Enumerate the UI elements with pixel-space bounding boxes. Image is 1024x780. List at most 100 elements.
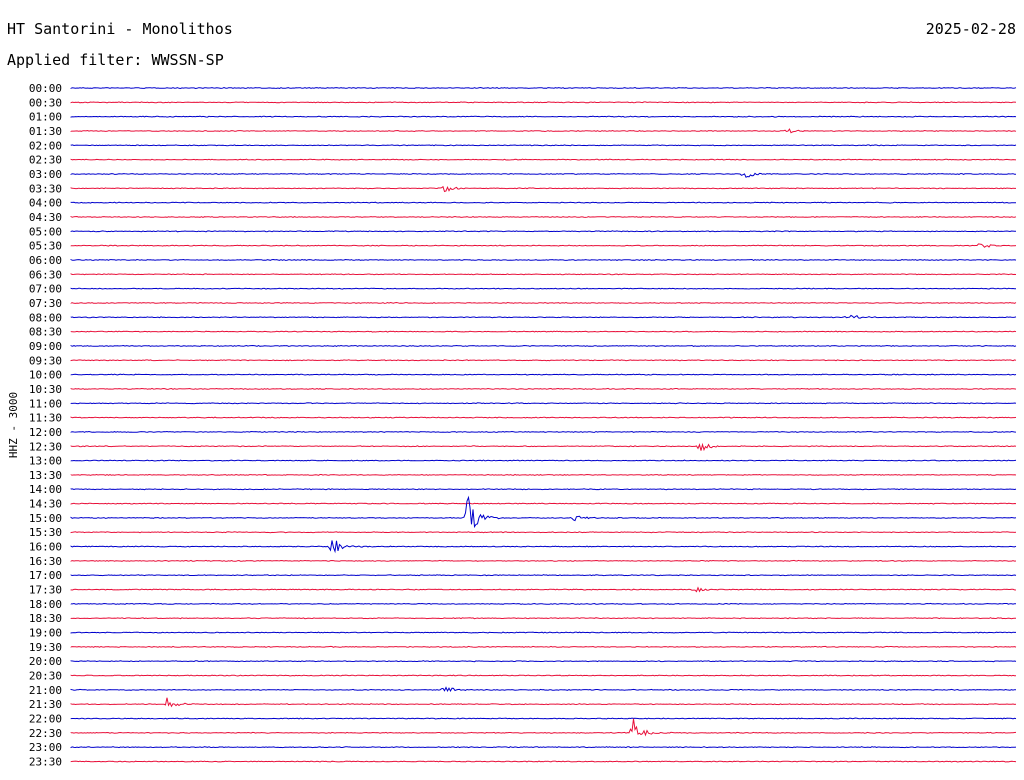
time-label-0330: 03:30 bbox=[29, 182, 62, 195]
time-label-1400: 14:00 bbox=[29, 483, 62, 496]
trace-1930 bbox=[70, 645, 1017, 648]
trace-0600 bbox=[70, 258, 1017, 261]
trace-1130 bbox=[70, 416, 1017, 419]
trace-1200 bbox=[70, 430, 1017, 433]
trace-0830 bbox=[70, 330, 1017, 333]
trace-1830 bbox=[70, 617, 1016, 620]
time-label-2030: 20:30 bbox=[29, 670, 62, 683]
time-label-1500: 15:00 bbox=[29, 512, 62, 525]
time-label-0230: 02:30 bbox=[29, 154, 62, 167]
time-label-0930: 09:30 bbox=[29, 354, 62, 367]
time-label-0030: 00:30 bbox=[29, 96, 62, 109]
trace-0300 bbox=[70, 172, 1016, 178]
time-label-1530: 15:30 bbox=[29, 526, 62, 539]
trace-0930 bbox=[70, 359, 1017, 362]
trace-0130 bbox=[70, 128, 1017, 134]
time-label-0830: 08:30 bbox=[29, 326, 62, 339]
time-label-1430: 14:30 bbox=[29, 498, 62, 511]
trace-1700 bbox=[70, 574, 1017, 577]
trace-1630 bbox=[70, 559, 1017, 562]
time-label-1030: 10:30 bbox=[29, 383, 62, 396]
channel-label: HHZ - 3000 bbox=[7, 392, 20, 458]
trace-2030 bbox=[70, 674, 1017, 677]
trace-1300 bbox=[70, 459, 1017, 462]
trace-1400 bbox=[70, 488, 1017, 491]
trace-0200 bbox=[70, 144, 1017, 147]
trace-0700 bbox=[70, 287, 1017, 290]
time-label-2330: 23:30 bbox=[29, 756, 62, 769]
trace-2130 bbox=[70, 697, 1017, 708]
time-label-1230: 12:30 bbox=[29, 440, 62, 453]
time-label-1830: 18:30 bbox=[29, 612, 62, 625]
time-label-1800: 18:00 bbox=[29, 598, 62, 611]
record-date: 2025-02-28 bbox=[925, 20, 1016, 38]
time-label-0130: 01:30 bbox=[29, 125, 62, 138]
time-label-2000: 20:00 bbox=[29, 655, 62, 668]
time-label-0730: 07:30 bbox=[29, 297, 62, 310]
time-label-2130: 21:30 bbox=[29, 698, 62, 711]
station-title: HT Santorini - Monolithos bbox=[7, 20, 233, 38]
time-label-0700: 07:00 bbox=[29, 283, 62, 296]
time-label-0400: 04:00 bbox=[29, 197, 62, 210]
trace-1900 bbox=[70, 631, 1016, 634]
trace-1500 bbox=[70, 495, 1017, 529]
time-label-0530: 05:30 bbox=[29, 240, 62, 253]
time-label-0000: 00:00 bbox=[29, 82, 62, 95]
time-label-0800: 08:00 bbox=[29, 311, 62, 324]
trace-0500 bbox=[70, 230, 1017, 233]
time-label-0630: 06:30 bbox=[29, 268, 62, 281]
trace-0630 bbox=[70, 273, 1017, 276]
time-label-1330: 13:30 bbox=[29, 469, 62, 482]
trace-2000 bbox=[70, 660, 1017, 663]
time-label-1300: 13:00 bbox=[29, 455, 62, 468]
trace-1800 bbox=[70, 602, 1017, 605]
trace-0230 bbox=[70, 158, 1017, 161]
time-label-1630: 16:30 bbox=[29, 555, 62, 568]
trace-0900 bbox=[70, 344, 1017, 347]
time-label-0100: 01:00 bbox=[29, 111, 62, 124]
time-label-2200: 22:00 bbox=[29, 713, 62, 726]
time-label-1930: 19:30 bbox=[29, 641, 62, 654]
trace-0330 bbox=[70, 185, 1016, 193]
time-label-1600: 16:00 bbox=[29, 541, 62, 554]
trace-0430 bbox=[70, 215, 1017, 218]
time-label-1200: 12:00 bbox=[29, 426, 62, 439]
trace-1430 bbox=[70, 502, 1017, 505]
time-label-0200: 02:00 bbox=[29, 139, 62, 152]
trace-1230 bbox=[70, 442, 1017, 452]
trace-2230 bbox=[70, 718, 1017, 737]
time-label-1900: 19:00 bbox=[29, 627, 62, 640]
time-label-1700: 17:00 bbox=[29, 569, 62, 582]
time-label-2100: 21:00 bbox=[29, 684, 62, 697]
trace-1600 bbox=[70, 540, 1017, 554]
time-label-0600: 06:00 bbox=[29, 254, 62, 267]
time-label-0430: 04:30 bbox=[29, 211, 62, 224]
trace-0100 bbox=[70, 115, 1017, 118]
trace-1330 bbox=[70, 473, 1017, 476]
time-label-0300: 03:00 bbox=[29, 168, 62, 181]
trace-1000 bbox=[70, 373, 1017, 376]
trace-2100 bbox=[70, 686, 1016, 693]
trace-1730 bbox=[70, 586, 1017, 593]
time-label-1100: 11:00 bbox=[29, 397, 62, 410]
filter-label: Applied filter: WWSSN-SP bbox=[7, 51, 224, 69]
trace-0730 bbox=[70, 301, 1017, 304]
time-label-0500: 05:00 bbox=[29, 225, 62, 238]
trace-1530 bbox=[70, 531, 1017, 534]
trace-0530 bbox=[70, 243, 1017, 248]
trace-2330 bbox=[70, 760, 1017, 763]
trace-2300 bbox=[70, 746, 1017, 749]
trace-0400 bbox=[70, 201, 1017, 204]
time-label-2230: 22:30 bbox=[29, 727, 62, 740]
trace-0800 bbox=[70, 314, 1017, 319]
trace-lines bbox=[70, 86, 1017, 763]
time-label-1130: 11:30 bbox=[29, 412, 62, 425]
time-label-1000: 10:00 bbox=[29, 369, 62, 382]
trace-2200 bbox=[70, 717, 1017, 720]
trace-1100 bbox=[70, 402, 1017, 405]
time-label-1730: 17:30 bbox=[29, 584, 62, 597]
trace-1030 bbox=[70, 387, 1017, 390]
time-label-0900: 09:00 bbox=[29, 340, 62, 353]
